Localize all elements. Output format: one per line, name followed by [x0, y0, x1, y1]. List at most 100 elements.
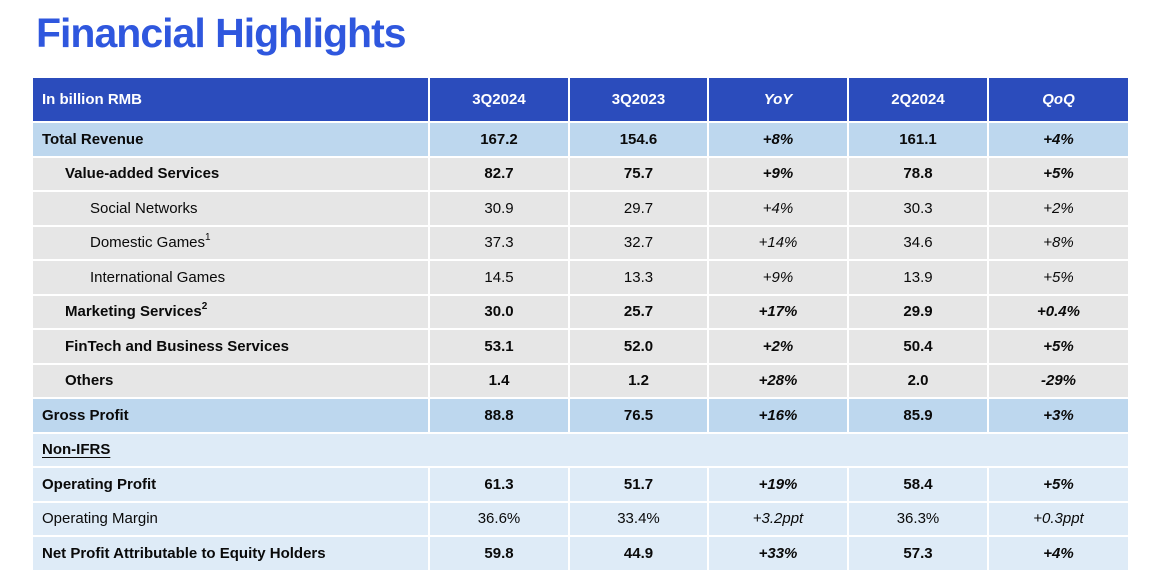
cell-3q2024: 14.5: [430, 261, 570, 294]
cell-yoy: +2%: [709, 330, 849, 363]
cell-2q2024: 36.3%: [849, 502, 989, 535]
table-row-operating-margin: Operating Margin 36.6% 33.4% +3.2ppt 36.…: [33, 502, 1128, 537]
cell-2q2024: 57.3: [849, 537, 989, 570]
row-label-cell: Operating Margin: [33, 502, 430, 535]
cell-qoq: +3%: [1043, 406, 1074, 424]
table-row-fintech-business-services: FinTech and Business Services 53.1 52.0 …: [33, 330, 1128, 365]
cell-yoy: +4%: [709, 192, 849, 225]
cell-3q2023: 154.6: [570, 123, 709, 156]
cell-2q2024: 85.9: [849, 399, 989, 432]
table-row-international-games: International Games 14.5 13.3 +9% 13.9 +…: [33, 261, 1128, 296]
cell-2q2024: 78.8: [849, 157, 989, 190]
cell-3q2023: 25.7: [570, 295, 709, 328]
cell-2q2024: 161.1: [849, 123, 989, 156]
cell-3q2023: 76.5: [570, 399, 709, 432]
header-col-qoq: QoQ: [1042, 91, 1075, 108]
cell-qoq: +5%: [1043, 337, 1074, 355]
row-label: FinTech and Business Services: [65, 337, 289, 355]
table-row-non-ifrs-section: Non-IFRS: [33, 433, 1128, 468]
row-label: Total Revenue: [42, 130, 144, 148]
section-label-cell: Non-IFRS: [33, 434, 430, 467]
cell-3q2024: 82.7: [430, 157, 570, 190]
cell-3q2023: 32.7: [570, 226, 709, 259]
row-label-cell: International Games: [33, 261, 430, 294]
table-row-social-networks: Social Networks 30.9 29.7 +4% 30.3 +2%: [33, 192, 1128, 227]
row-label: International Games: [90, 268, 226, 286]
table-row-operating-profit: Operating Profit 61.3 51.7 +19% 58.4 +5%: [33, 468, 1128, 503]
cell-3q2024: 1.4: [430, 364, 570, 397]
cell-3q2024: 37.3: [430, 226, 570, 259]
row-label: Value-added Services: [65, 165, 220, 183]
cell-yoy: +17%: [709, 295, 849, 328]
cell-qoq: +5%: [1043, 165, 1074, 183]
cell-qoq: +4%: [1043, 544, 1074, 562]
row-label-cell: Others: [33, 364, 430, 397]
cell-yoy: +28%: [709, 364, 849, 397]
table-row-gross-profit: Gross Profit 88.8 76.5 +16% 85.9 +3%: [33, 399, 1128, 434]
row-label: Others: [65, 372, 114, 390]
cell-yoy: +16%: [709, 399, 849, 432]
cell-qoq: -29%: [1040, 372, 1077, 390]
cell-yoy: +9%: [709, 157, 849, 190]
header-col-2q2024: 2Q2024: [849, 78, 989, 121]
cell-2q2024: 34.6: [849, 226, 989, 259]
cell-3q2023: 52.0: [570, 330, 709, 363]
cell-yoy: +33%: [709, 537, 849, 570]
row-label-cell: Total Revenue: [33, 123, 430, 156]
section-label: Non-IFRS: [42, 441, 111, 459]
cell-3q2024: 167.2: [430, 123, 570, 156]
row-label-cell: Social Networks: [33, 192, 430, 225]
table-row-domestic-games: Domestic Games 1 37.3 32.7 +14% 34.6 +8%: [33, 226, 1128, 261]
cell-2q2024: 13.9: [849, 261, 989, 294]
row-label: Net Profit Attributable to Equity Holder…: [42, 544, 326, 562]
row-label: Gross Profit: [42, 406, 129, 424]
cell-qoq: +4%: [1043, 130, 1074, 148]
row-label-cell: Net Profit Attributable to Equity Holder…: [33, 537, 430, 570]
row-label: Operating Margin: [42, 510, 158, 528]
cell-yoy: +8%: [709, 123, 849, 156]
cell-3q2024: 53.1: [430, 330, 570, 363]
cell-qoq: +8%: [1043, 234, 1074, 252]
row-label-cell: Gross Profit: [33, 399, 430, 432]
cell-2q2024: 58.4: [849, 468, 989, 501]
cell-qoq: +0.4%: [1037, 303, 1080, 321]
header-unit-label: In billion RMB: [33, 78, 430, 121]
cell-3q2023: 75.7: [570, 157, 709, 190]
table-row-net-profit: Net Profit Attributable to Equity Holder…: [33, 537, 1128, 572]
cell-3q2024: 30.9: [430, 192, 570, 225]
header-col-3q2023: 3Q2023: [570, 78, 709, 121]
cell-3q2023: 51.7: [570, 468, 709, 501]
cell-yoy: +9%: [709, 261, 849, 294]
cell-3q2024: 61.3: [430, 468, 570, 501]
row-label-cell: FinTech and Business Services: [33, 330, 430, 363]
cell-2q2024: 2.0: [849, 364, 989, 397]
cell-yoy: +19%: [709, 468, 849, 501]
row-label: Social Networks: [90, 199, 198, 217]
cell-qoq: +5%: [1043, 268, 1074, 286]
cell-yoy: +3.2ppt: [709, 502, 849, 535]
table-row-value-added-services: Value-added Services 82.7 75.7 +9% 78.8 …: [33, 157, 1128, 192]
header-col-3q2024: 3Q2024: [430, 78, 570, 121]
cell-3q2023: 44.9: [570, 537, 709, 570]
table-row-others: Others 1.4 1.2 +28% 2.0 -29%: [33, 364, 1128, 399]
row-label-cell: Domestic Games 1: [33, 226, 430, 259]
row-label-cell: Value-added Services: [33, 157, 430, 190]
row-label: Marketing Services: [65, 303, 202, 321]
cell-3q2024: 59.8: [430, 537, 570, 570]
table-header-row: In billion RMB 3Q2024 3Q2023 YoY 2Q2024 …: [33, 78, 1128, 123]
cell-3q2023: 29.7: [570, 192, 709, 225]
header-col-yoy: YoY: [709, 78, 849, 121]
cell-2q2024: 50.4: [849, 330, 989, 363]
cell-qoq: +2%: [1043, 199, 1074, 217]
row-label-cell: Operating Profit: [33, 468, 430, 501]
cell-3q2023: 1.2: [570, 364, 709, 397]
cell-2q2024: 30.3: [849, 192, 989, 225]
cell-3q2023: 33.4%: [570, 502, 709, 535]
cell-qoq: +0.3ppt: [1033, 510, 1084, 528]
cell-3q2023: 13.3: [570, 261, 709, 294]
cell-qoq: +5%: [1043, 475, 1074, 493]
cell-2q2024: 29.9: [849, 295, 989, 328]
row-label: Operating Profit: [42, 475, 157, 493]
cell-yoy: +14%: [709, 226, 849, 259]
